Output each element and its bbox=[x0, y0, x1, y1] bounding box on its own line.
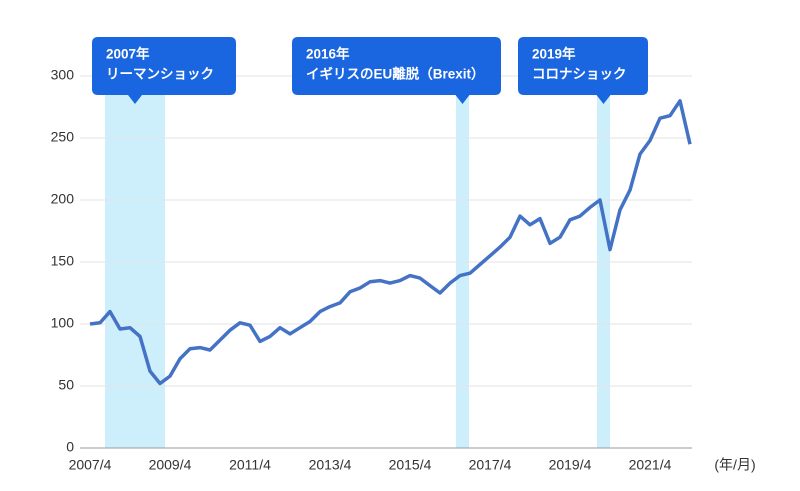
x-tick-label: 2011/4 bbox=[229, 457, 271, 473]
data-line bbox=[89, 99, 692, 386]
callout-text: 2007年 bbox=[106, 46, 150, 62]
x-tick-label: 2007/4 bbox=[69, 457, 112, 473]
x-tick-label: 2021/4 bbox=[629, 457, 672, 473]
callout-box bbox=[518, 37, 648, 104]
callout-text: コロナショック bbox=[532, 67, 627, 82]
callout-text: リーマンショック bbox=[106, 67, 214, 82]
y-tick-label: 200 bbox=[51, 191, 75, 207]
callout-text: 2016年 bbox=[306, 46, 350, 62]
callout-text: イギリスのEU離脱（Brexit） bbox=[306, 66, 485, 82]
y-tick-label: 0 bbox=[66, 439, 74, 455]
x-tick-label: 2017/4 bbox=[469, 457, 512, 473]
y-tick-label: 250 bbox=[51, 129, 75, 145]
y-tick-label: 150 bbox=[51, 253, 75, 269]
x-tick-label: 2013/4 bbox=[309, 457, 352, 473]
x-tick-label: 2019/4 bbox=[549, 457, 592, 473]
x-tick-label: 2015/4 bbox=[389, 457, 432, 473]
y-tick-label: 300 bbox=[51, 67, 75, 83]
callout-box bbox=[292, 37, 501, 104]
callout-text: 2019年 bbox=[532, 46, 576, 62]
x-unit-label: (年/月) bbox=[714, 457, 755, 473]
x-tick-label: 2009/4 bbox=[149, 457, 192, 473]
y-tick-label: 100 bbox=[51, 315, 75, 331]
y-tick-label: 50 bbox=[58, 377, 74, 393]
callout-box bbox=[92, 37, 236, 104]
